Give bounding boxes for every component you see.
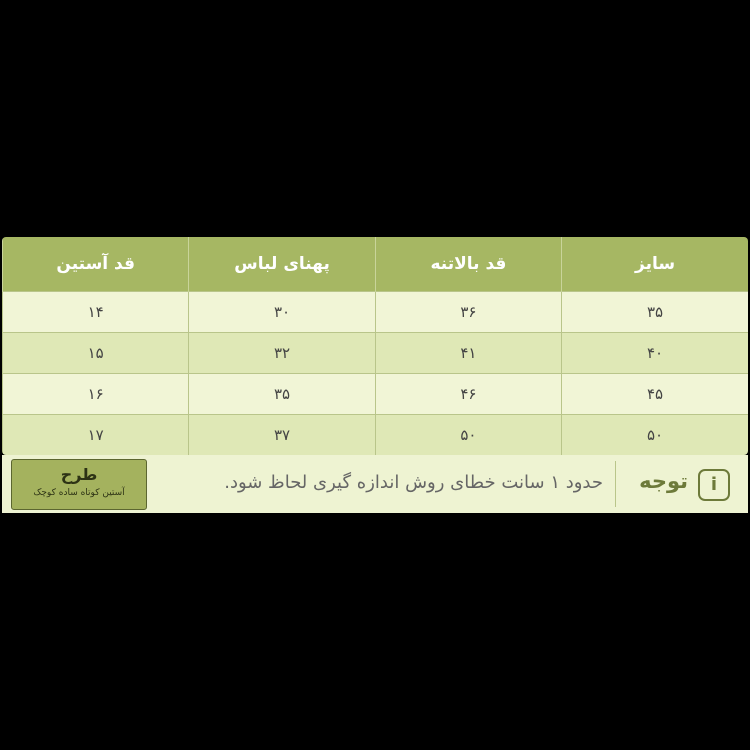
table-row: ۳۵ ۳۶ ۳۰ ۱۴ bbox=[2, 291, 748, 333]
table-row: ۵۰ ۵۰ ۳۷ ۱۷ bbox=[2, 414, 748, 455]
header-cell: سایز bbox=[561, 237, 748, 292]
table-cell: ۳۵ bbox=[188, 373, 376, 415]
table-row: ۴۵ ۴۶ ۳۵ ۱۶ bbox=[2, 373, 748, 415]
table-cell: ۳۵ bbox=[561, 291, 748, 333]
info-icon: i bbox=[698, 469, 730, 501]
badge: طرح آستین کوتاه ساده کوچک bbox=[11, 459, 147, 510]
table-cell: ۱۶ bbox=[2, 373, 189, 415]
table-cell: ۱۴ bbox=[2, 291, 189, 333]
header-cell: قد آستین bbox=[2, 237, 189, 292]
table-cell: ۳۲ bbox=[188, 332, 376, 374]
table-row: ۴۰ ۴۱ ۳۲ ۱۵ bbox=[2, 332, 748, 374]
note-bar: i توجه حدود ۱ سانت خطای روش اندازه گیری … bbox=[2, 455, 748, 513]
table-cell: ۴۱ bbox=[374, 332, 562, 374]
table-cell: ۴۰ bbox=[561, 332, 748, 374]
separator bbox=[615, 461, 616, 507]
table-cell: ۵۰ bbox=[561, 414, 748, 455]
header-cell: پهنای لباس bbox=[188, 237, 376, 292]
badge-title: طرح bbox=[60, 465, 98, 484]
note-text: حدود ۱ سانت خطای روش اندازه گیری لحاظ شو… bbox=[224, 472, 603, 493]
table-cell: ۱۷ bbox=[2, 414, 189, 455]
table-cell: ۳۷ bbox=[188, 414, 376, 455]
table-cell: ۳۶ bbox=[374, 291, 562, 333]
table-cell: ۴۶ bbox=[374, 373, 562, 415]
header-cell: قد بالاتنه bbox=[374, 237, 562, 292]
table-cell: ۵۰ bbox=[374, 414, 562, 455]
table-cell: ۱۵ bbox=[2, 332, 189, 374]
note-label: توجه bbox=[639, 469, 688, 493]
table-cell: ۳۰ bbox=[188, 291, 376, 333]
table-cell: ۴۵ bbox=[561, 373, 748, 415]
size-table: سایز قد بالاتنه پهنای لباس قد آستین ۳۵ ۳۶ ۳۰ ۱… bbox=[2, 237, 748, 455]
badge-subtitle: آستین کوتاه ساده کوچک bbox=[33, 488, 125, 498]
